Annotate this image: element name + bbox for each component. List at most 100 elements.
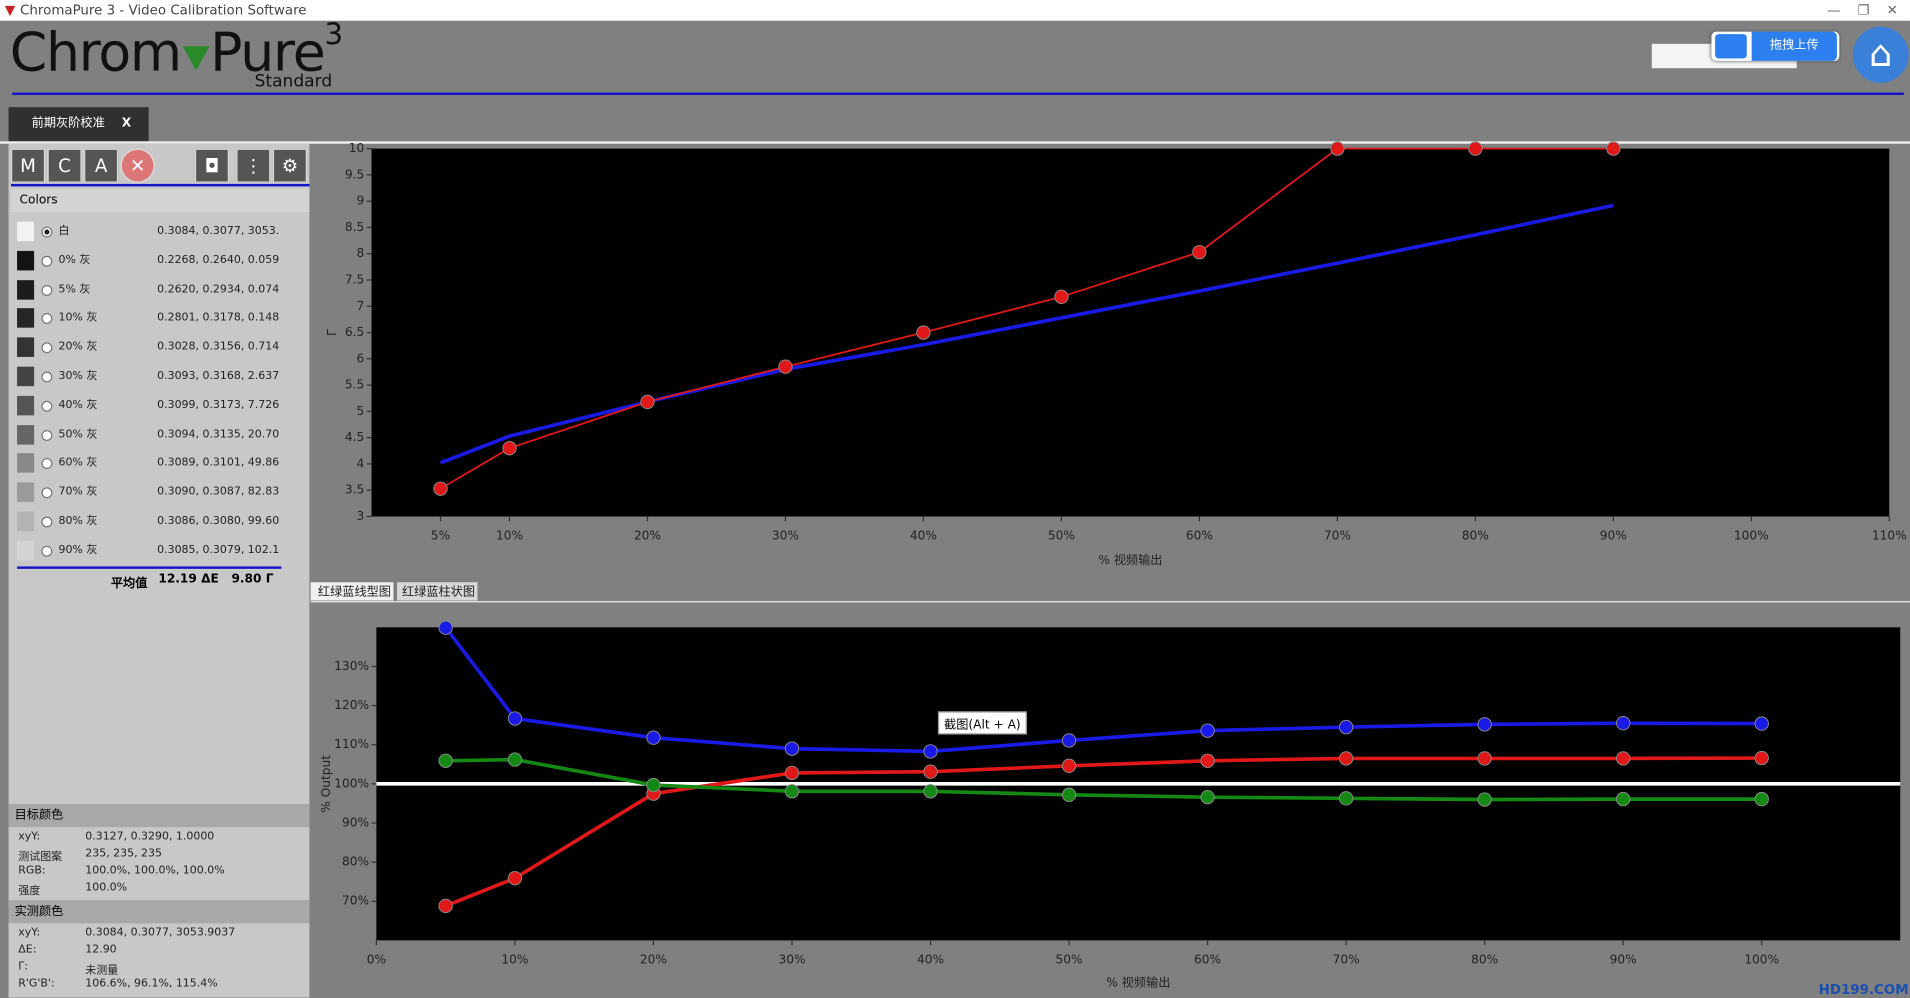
y-tick-label: 120% — [334, 698, 369, 712]
data-point — [923, 784, 938, 799]
data-point — [1338, 751, 1354, 766]
logo: Chrom Pure3 — [10, 17, 343, 84]
field-value: 0.3127, 0.3290, 1.0000 — [85, 830, 215, 843]
tab[interactable]: 前期灰阶校准 X — [8, 107, 149, 142]
data-point — [1338, 791, 1354, 806]
x-tick-label: 30% — [772, 528, 799, 542]
x-tick-label: 110% — [1872, 528, 1907, 542]
color-values: 0.3028, 0.3156, 0.7146 — [157, 341, 279, 354]
data-point — [507, 870, 523, 886]
upload-label[interactable]: 拖拽上传 — [1751, 31, 1837, 61]
radio — [41, 313, 53, 325]
window-title: ChromaPure 3 - Video Calibration Softwar… — [20, 2, 307, 19]
measured-header: 实测颜色 — [8, 900, 310, 924]
field-value: 100.0%, 100.0%, 100.0% — [85, 864, 225, 878]
color-row[interactable]: 70% 灰 0.3090, 0.3087, 82.8392 — [9, 479, 310, 506]
color-row[interactable]: 40% 灰 0.3099, 0.3173, 7.7264 — [9, 392, 310, 419]
color-values: 0.3089, 0.3101, 49.8657 — [157, 457, 279, 470]
color-row[interactable]: 0% 灰 0.2268, 0.2640, 0.0590 — [9, 247, 310, 274]
data-point — [1061, 733, 1077, 748]
data-point — [1054, 289, 1069, 304]
home-button[interactable]: ⌂ — [1852, 26, 1909, 83]
data-point — [433, 481, 448, 496]
tab-button[interactable] — [397, 582, 478, 601]
color-values: 0.3086, 0.3080, 99.6046 — [157, 515, 279, 528]
average-label: 平均值 — [110, 577, 148, 591]
color-row[interactable]: 10% 灰 0.2801, 0.3178, 0.1486 — [9, 305, 310, 332]
data-point — [1200, 723, 1215, 738]
rgb-tab[interactable]: 红绿蓝柱状图 — [402, 584, 475, 599]
tool-button[interactable]: ◘ — [194, 148, 230, 183]
color-row[interactable]: 80% 灰 0.3086, 0.3080, 99.6046 — [9, 508, 310, 535]
radio — [41, 516, 53, 528]
y-tick-label: 7 — [356, 299, 364, 313]
y-tick-label: 7.5 — [345, 272, 364, 286]
y-tick-label: 10 — [349, 141, 365, 155]
rgb-tab[interactable]: 红绿蓝线型图 — [318, 584, 391, 599]
x-tick-label: 70% — [1324, 528, 1351, 542]
data-point — [1468, 141, 1483, 156]
color-row[interactable]: 60% 灰 0.3089, 0.3101, 49.8657 — [9, 450, 310, 477]
swatch — [17, 337, 35, 358]
tool-button[interactable]: A — [84, 148, 119, 183]
tool-button[interactable]: ✕ — [120, 148, 155, 183]
data-point — [923, 744, 938, 759]
field-label: xyY: — [18, 830, 41, 843]
data-point — [507, 752, 523, 767]
data-point — [1061, 758, 1077, 774]
x-tick-label: 100% — [1744, 952, 1779, 966]
average-gamma: 9.80 Γ — [231, 572, 274, 586]
x-tick-label: 30% — [778, 952, 805, 966]
color-row[interactable]: 90% 灰 0.3085, 0.3079, 102.113 — [9, 537, 310, 564]
color-row[interactable]: 20% 灰 0.3028, 0.3156, 0.7146 — [9, 334, 310, 361]
x-tick-label: 20% — [640, 952, 667, 966]
color-row[interactable]: 5% 灰 0.2620, 0.2934, 0.0743 — [9, 276, 310, 303]
tool-button[interactable]: C — [47, 148, 82, 183]
x-tick-label: 80% — [1471, 952, 1498, 966]
field-value: 235, 235, 235 — [85, 847, 162, 860]
color-name: 5% 灰 — [58, 283, 91, 296]
color-row[interactable]: 白 0.3084, 0.3077, 3053.90 — [9, 218, 310, 245]
y-tick-label: 6 — [356, 351, 364, 365]
data-point — [1615, 716, 1631, 731]
color-values: 0.3090, 0.3087, 82.8392 — [157, 486, 279, 499]
color-values: 0.3099, 0.3173, 7.7264 — [157, 399, 279, 412]
x-tick-label: 40% — [910, 528, 937, 542]
color-values: 0.3084, 0.3077, 3053.90 — [157, 225, 279, 238]
color-values: 0.3094, 0.3135, 20.7039 — [157, 428, 279, 441]
left-panel: M C A ✕ ◘ ⋮ ⚙ Colors 白 0.3084, 0.3077, 30… — [8, 143, 310, 998]
color-row[interactable]: 50% 灰 0.3094, 0.3135, 20.7039 — [9, 421, 310, 448]
tab-rule — [0, 141, 1910, 144]
radio — [41, 400, 53, 412]
data-point — [1606, 141, 1621, 156]
color-name: 90% 灰 — [58, 544, 98, 557]
data-point — [1615, 791, 1631, 807]
tool-button[interactable]: ⚙ — [272, 148, 307, 183]
tab-label[interactable]: 前期灰阶校准 — [31, 116, 105, 131]
upload-button[interactable]: 拖拽上传 — [1711, 31, 1840, 61]
tab-close[interactable]: X — [121, 116, 132, 131]
x-tick-label: 60% — [1194, 952, 1221, 966]
field-value: 100.0% — [85, 881, 128, 895]
color-row[interactable]: 30% 灰 0.3093, 0.3168, 2.6376 — [9, 363, 310, 390]
tool-button[interactable]: ⋮ — [236, 148, 271, 183]
color-name: 0% 灰 — [58, 254, 91, 267]
swatch — [17, 221, 35, 242]
data-point — [1200, 753, 1215, 768]
y-tick-label: 9 — [356, 194, 364, 208]
color-name: 白 — [58, 225, 70, 238]
data-point — [784, 784, 800, 799]
x-axis-label: % 视频输出 — [1106, 975, 1170, 990]
tool-button[interactable]: M — [10, 148, 46, 183]
data-point — [1061, 787, 1077, 802]
tab-button[interactable] — [310, 582, 394, 601]
color-name: 50% 灰 — [58, 428, 98, 441]
color-name: 80% 灰 — [58, 515, 98, 528]
data-point — [784, 765, 800, 781]
x-tick-label: 90% — [1600, 528, 1627, 542]
swatch — [17, 540, 35, 561]
y-tick-label: 100% — [334, 776, 369, 790]
x-tick-label: 10% — [501, 952, 528, 966]
radio — [41, 545, 53, 557]
